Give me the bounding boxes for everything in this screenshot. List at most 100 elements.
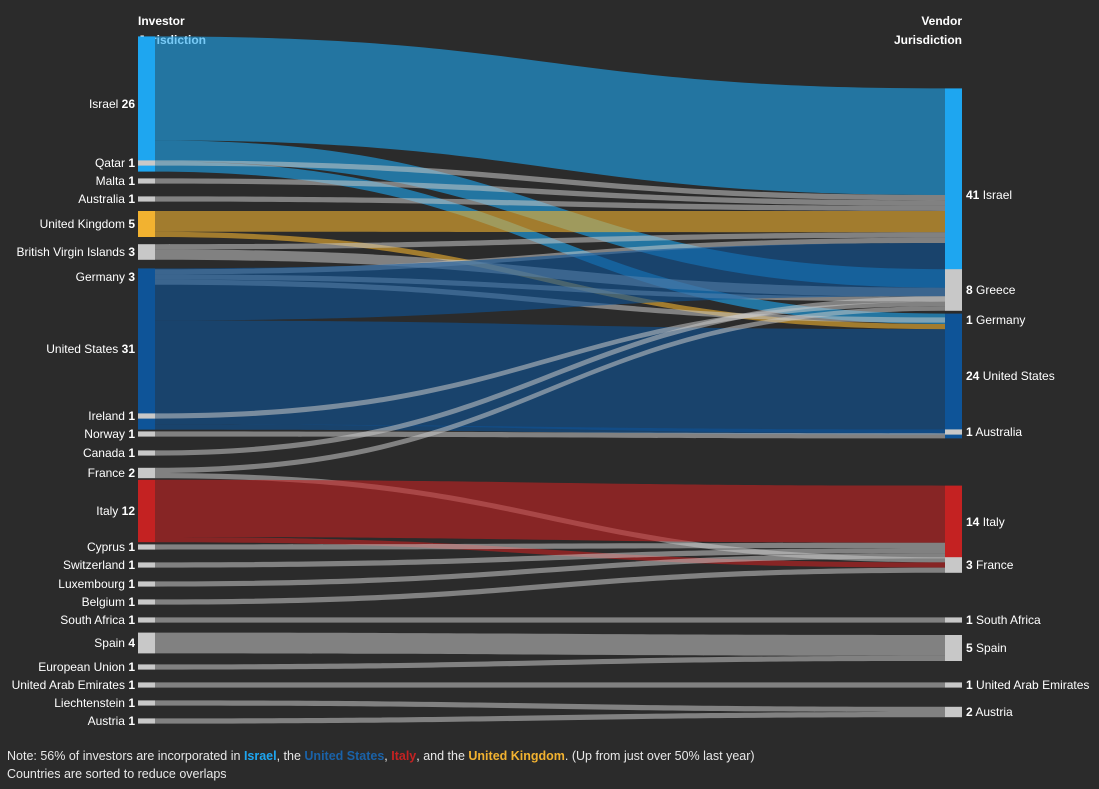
footnote: Note: 56% of investors are incorporated … <box>7 747 755 783</box>
investor-label-name: Qatar <box>95 156 128 170</box>
vendor-label-name: South Africa <box>973 613 1041 627</box>
investor-label-switzerland: Switzerland 1 <box>63 558 135 572</box>
vendor-label-name: France <box>973 558 1014 572</box>
investor-label-value: 1 <box>128 577 135 591</box>
note-sep1: , the <box>276 749 305 763</box>
investor-label-liechtenstein: Liechtenstein 1 <box>54 696 135 710</box>
investor-label-value: 2 <box>128 466 135 480</box>
investor-label-name: Italy <box>96 504 121 518</box>
vendor-node-bar-australia <box>945 429 962 435</box>
investor-label-israel: Israel 26 <box>89 97 135 111</box>
flow-australia-to-israel <box>155 196 945 211</box>
vendor-label-greece: 8 Greece <box>966 283 1016 297</box>
flow-italy-to-italy <box>155 479 945 543</box>
vendor-label-value: 5 <box>966 641 973 655</box>
investor-node-bar-ireland <box>138 413 155 419</box>
vendor-node-bar-united-states <box>945 313 962 439</box>
investor-node-bar-france <box>138 467 155 479</box>
flow-european-union-to-spain <box>155 655 945 670</box>
vendor-label-australia: 1 Australia <box>966 425 1022 439</box>
investor-label-spain: Spain 4 <box>94 636 135 650</box>
investor-label-value: 1 <box>128 156 135 170</box>
investor-label-qatar: Qatar 1 <box>95 156 135 170</box>
flow-malta-to-israel <box>155 178 945 206</box>
vendor-header-line2: Jurisdiction <box>893 33 962 47</box>
investor-label-value: 1 <box>128 714 135 728</box>
investor-node-bar-liechtenstein <box>138 700 155 706</box>
flow-switzerland-to-italy <box>155 548 945 568</box>
investor-label-value: 1 <box>128 613 135 627</box>
vendor-label-france: 3 France <box>966 558 1014 572</box>
investor-node-bar-norway <box>138 431 155 437</box>
flow-links <box>155 36 945 724</box>
note-sep3: , and the <box>416 749 469 763</box>
vendor-label-name: Israel <box>979 188 1012 202</box>
investor-label-name: Australia <box>78 192 128 206</box>
investor-label-value: 1 <box>128 446 135 460</box>
investor-label-name: South Africa <box>60 613 128 627</box>
investor-label-name: Canada <box>83 446 128 460</box>
investor-label-value: 1 <box>128 678 135 692</box>
vendor-label-spain: 5 Spain <box>966 641 1007 655</box>
investor-label-united-arab-emirates: United Arab Emirates 1 <box>12 678 136 692</box>
investor-label-luxembourg: Luxembourg 1 <box>58 577 135 591</box>
vendor-label-name: United Arab Emirates <box>973 678 1090 692</box>
investor-label-name: Spain <box>94 636 128 650</box>
investor-node-bar-south-africa <box>138 617 155 623</box>
investor-label-european-union: European Union 1 <box>38 660 135 674</box>
investor-node-bar-spain <box>138 632 155 654</box>
footnote-line1: Note: 56% of investors are incorporated … <box>7 747 755 765</box>
vendor-label-south-africa: 1 South Africa <box>966 613 1041 627</box>
investor-node-bar-italy <box>138 479 155 543</box>
investor-label-south-africa: South Africa 1 <box>60 613 135 627</box>
vendor-label-name: Italy <box>979 515 1004 529</box>
flow-spain-to-spain <box>155 632 945 656</box>
investor-label-value: 12 <box>122 504 136 518</box>
investor-label-ireland: Ireland 1 <box>88 409 135 423</box>
note-suffix: . (Up from just over 50% last year) <box>564 749 755 763</box>
vendor-jurisdiction-header: Vendor Jurisdiction <box>862 12 962 50</box>
note-israel: Israel <box>243 749 277 763</box>
vendor-label-austria: 2 Austria <box>966 705 1013 719</box>
vendor-label-name: Australia <box>973 425 1023 439</box>
vendor-node-bar-south-africa <box>945 617 962 623</box>
investor-node-bar-austria <box>138 718 155 724</box>
investor-label-united-states: United States 31 <box>46 342 135 356</box>
investor-node-bar-luxembourg <box>138 581 155 587</box>
flow-ireland-to-greece <box>155 301 945 419</box>
investor-label-australia: Australia 1 <box>78 192 135 206</box>
flow-israel-to-israel <box>155 36 945 196</box>
note-italy: Italy <box>391 749 417 763</box>
vendor-label-name: Spain <box>973 641 1007 655</box>
vendor-label-value: 24 <box>966 369 980 383</box>
investor-label-norway: Norway 1 <box>84 427 135 441</box>
investor-label-value: 3 <box>128 270 135 284</box>
flow-luxembourg-to-italy <box>155 553 945 587</box>
flow-south-africa-to-south-africa <box>155 617 945 623</box>
investor-node-bar-european-union <box>138 664 155 670</box>
investor-label-value: 5 <box>128 217 135 231</box>
investor-label-value: 31 <box>122 342 136 356</box>
investor-label-name: Malta <box>96 174 129 188</box>
investor-node-bar-cyprus <box>138 544 155 550</box>
vendor-label-united-states: 24 United States <box>966 369 1055 383</box>
investor-label-british-virgin-islands: British Virgin Islands 3 <box>16 245 135 259</box>
investor-label-name: Ireland <box>88 409 128 423</box>
investor-node-bar-united-kingdom <box>138 211 155 237</box>
investor-node-bar-australia <box>138 196 155 202</box>
vendor-label-value: 8 <box>966 283 973 297</box>
investor-label-name: Austria <box>88 714 129 728</box>
investor-label-austria: Austria 1 <box>88 714 136 728</box>
flow-canada-to-israel <box>155 296 945 456</box>
vendor-node-bar-italy <box>945 485 962 559</box>
investor-label-name: Liechtenstein <box>54 696 128 710</box>
investor-node-bar-malta <box>138 178 155 184</box>
investor-label-name: Germany <box>76 270 129 284</box>
vendor-node-bar-spain <box>945 635 962 661</box>
investor-label-value: 4 <box>128 636 135 650</box>
note-united-states: United States <box>304 749 385 763</box>
investor-label-belgium: Belgium 1 <box>82 595 136 609</box>
investor-label-value: 1 <box>128 595 135 609</box>
